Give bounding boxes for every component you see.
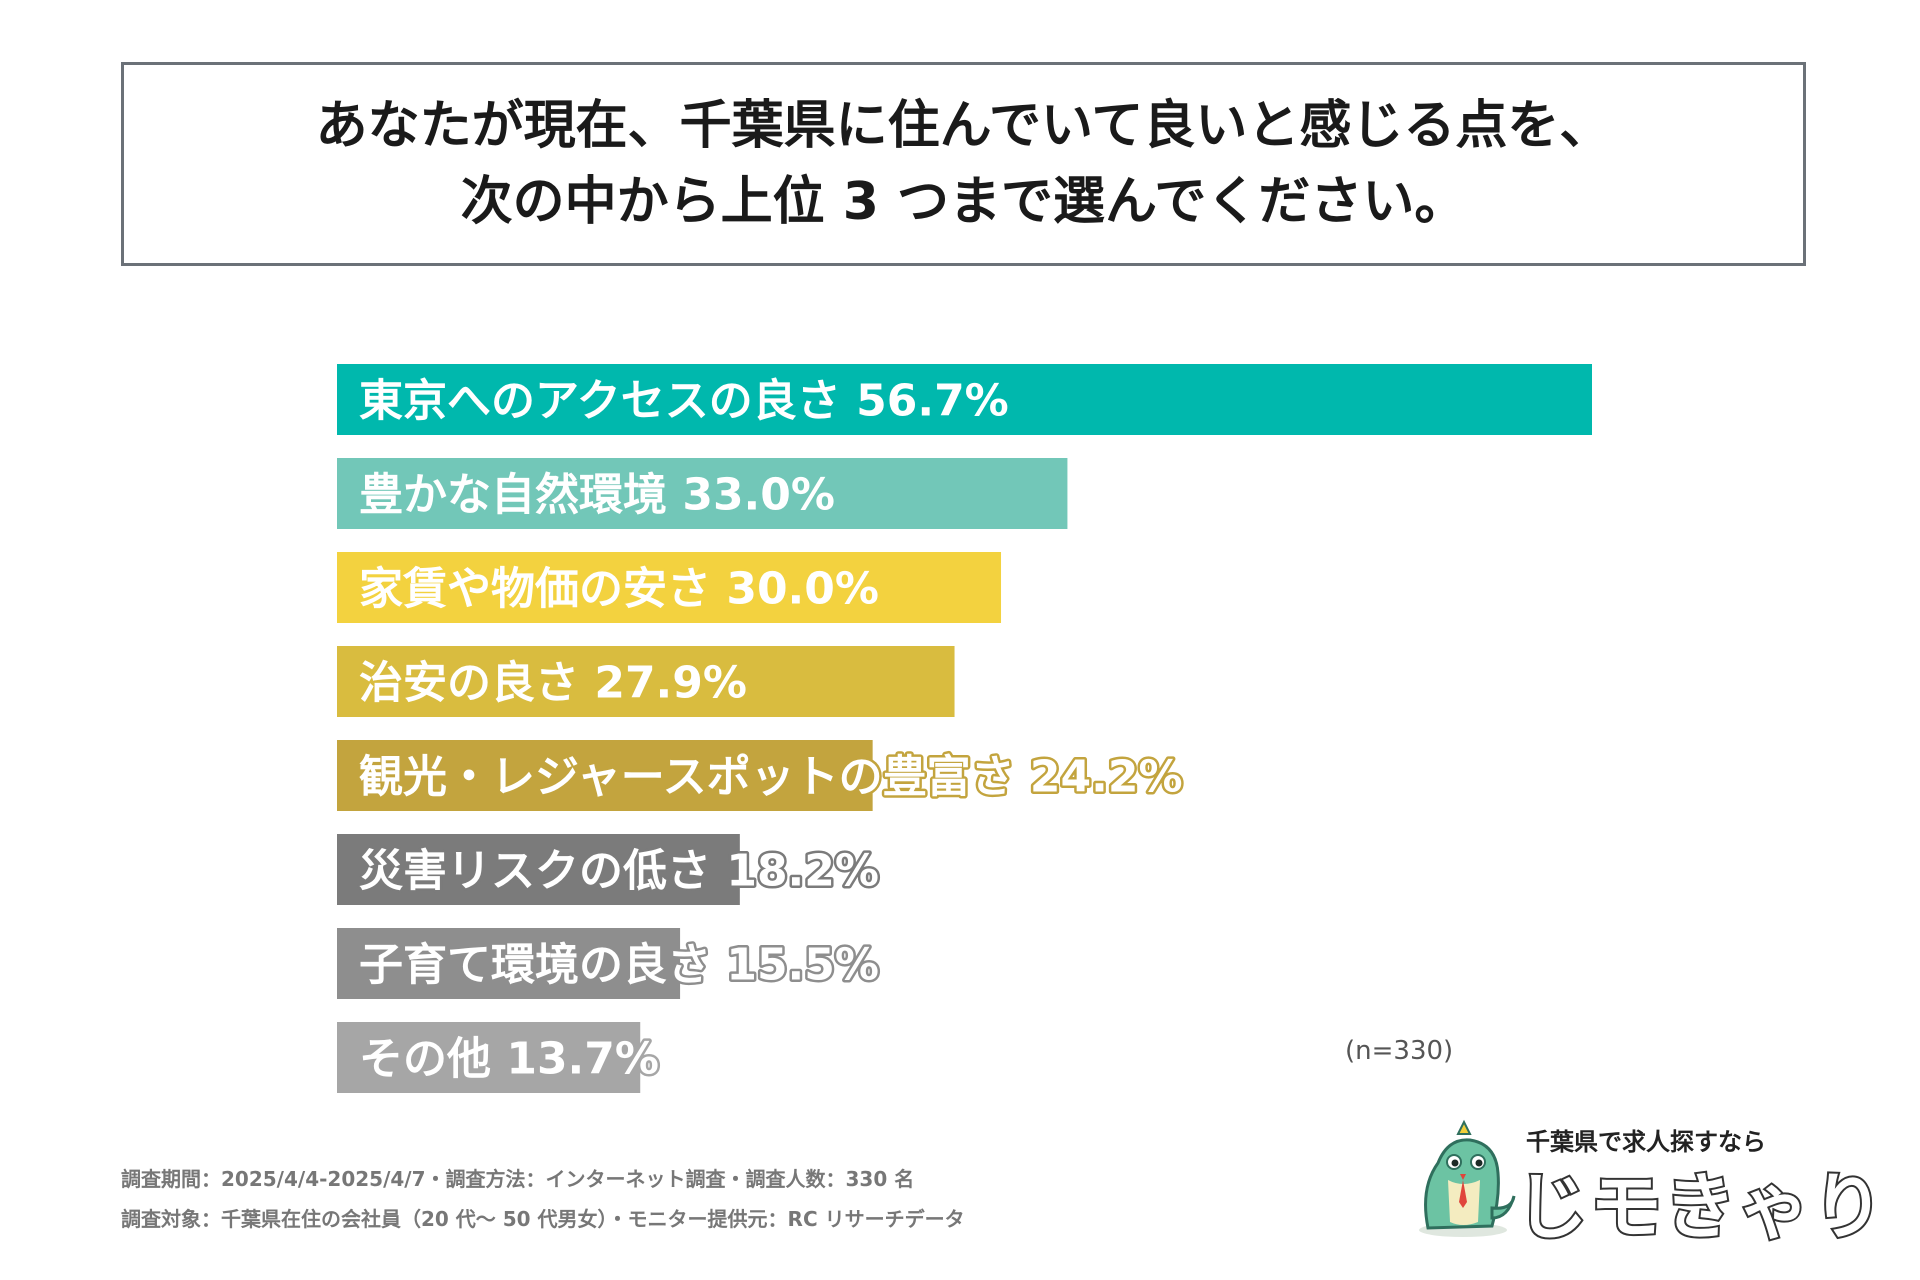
bar-category-label: 治安の良さ <box>359 658 594 709</box>
bar-label-1: 東京へのアクセスの良さ 56.7% <box>359 376 1009 427</box>
bar-category-label: 災害リスクの低さ <box>359 846 726 897</box>
bar-label-3: 家賃や物価の安さ 30.0% <box>359 564 879 615</box>
bar-1 <box>337 364 1592 435</box>
bar-8 <box>337 1022 641 1093</box>
chart-title-line-2: 次の中から上位 3 つまで選んでください。 <box>460 172 1467 232</box>
bar-category-label: 家賃や物価の安さ <box>359 564 726 615</box>
bar-chart: 東京へのアクセスの良さ 56.7% 豊かな自然環境 33.0% 家賃や物価の安さ 3… <box>337 364 1592 1093</box>
bar-value-label: 27.9% <box>594 658 747 709</box>
bar-label-6: 災害リスクの低さ 18.2% <box>359 846 879 897</box>
bar-category-label: 豊かな自然環境 <box>359 470 682 521</box>
chart-title-box: あなたが現在、千葉県に住んでいて良いと感じる点を、 次の中から上位 3 つまで選… <box>121 62 1806 266</box>
bar-label-7: 子育て環境の良さ 15.5% <box>359 940 879 991</box>
bar-7 <box>337 928 681 999</box>
bar-label-8: その他 13.7% <box>359 1034 659 1085</box>
bar-6 <box>337 834 740 905</box>
survey-info-line-2: 調査対象：千葉県在住の会社員（20 代～ 50 代男女）・モニター提供元：RC … <box>121 1207 965 1231</box>
bar-3 <box>337 552 1002 623</box>
brand-logo: 千葉県で求人探すなら じモきゃり <box>1408 1118 1886 1251</box>
green-dinosaur-mascot-icon <box>1419 1119 1516 1237</box>
bar-label-2: 豊かな自然環境 33.0% <box>359 470 835 521</box>
chart-title-line-1: あなたが現在、千葉県に住んでいて良いと感じる点を、 <box>315 96 1612 156</box>
logo-tagline: 千葉県で求人探すなら <box>1526 1128 1766 1156</box>
bar-4 <box>337 646 955 717</box>
bar-value-label: 24.2% <box>1030 752 1183 803</box>
bar-value-label: 15.5% <box>726 940 879 991</box>
sample-size-label: (n=330) <box>1345 1036 1454 1066</box>
bar-label-4: 治安の良さ 27.9% <box>359 658 747 709</box>
bar-category-label: 東京へのアクセスの良さ <box>359 376 856 427</box>
logo-name: じモきゃり <box>1514 1163 1887 1251</box>
bar-value-label: 30.0% <box>726 564 879 615</box>
bar-2 <box>337 458 1068 529</box>
bar-5 <box>337 740 873 811</box>
bar-value-label: 56.7% <box>856 376 1009 427</box>
bar-value-label: 13.7% <box>506 1034 659 1085</box>
bar-category-label: 子育て環境の良さ <box>359 940 726 991</box>
bar-value-label: 18.2% <box>726 846 879 897</box>
bar-label-5: 観光・レジャースポットの豊富さ 24.2% <box>359 752 1183 803</box>
bar-category-label: その他 <box>359 1034 506 1085</box>
bar-category-label: 観光・レジャースポットの豊富さ <box>359 752 1030 803</box>
survey-info-line-1: 調査期間：2025/4/4-2025/4/7・調査方法：インターネット調査・調査… <box>121 1167 915 1191</box>
bar-value-label: 33.0% <box>682 470 835 521</box>
